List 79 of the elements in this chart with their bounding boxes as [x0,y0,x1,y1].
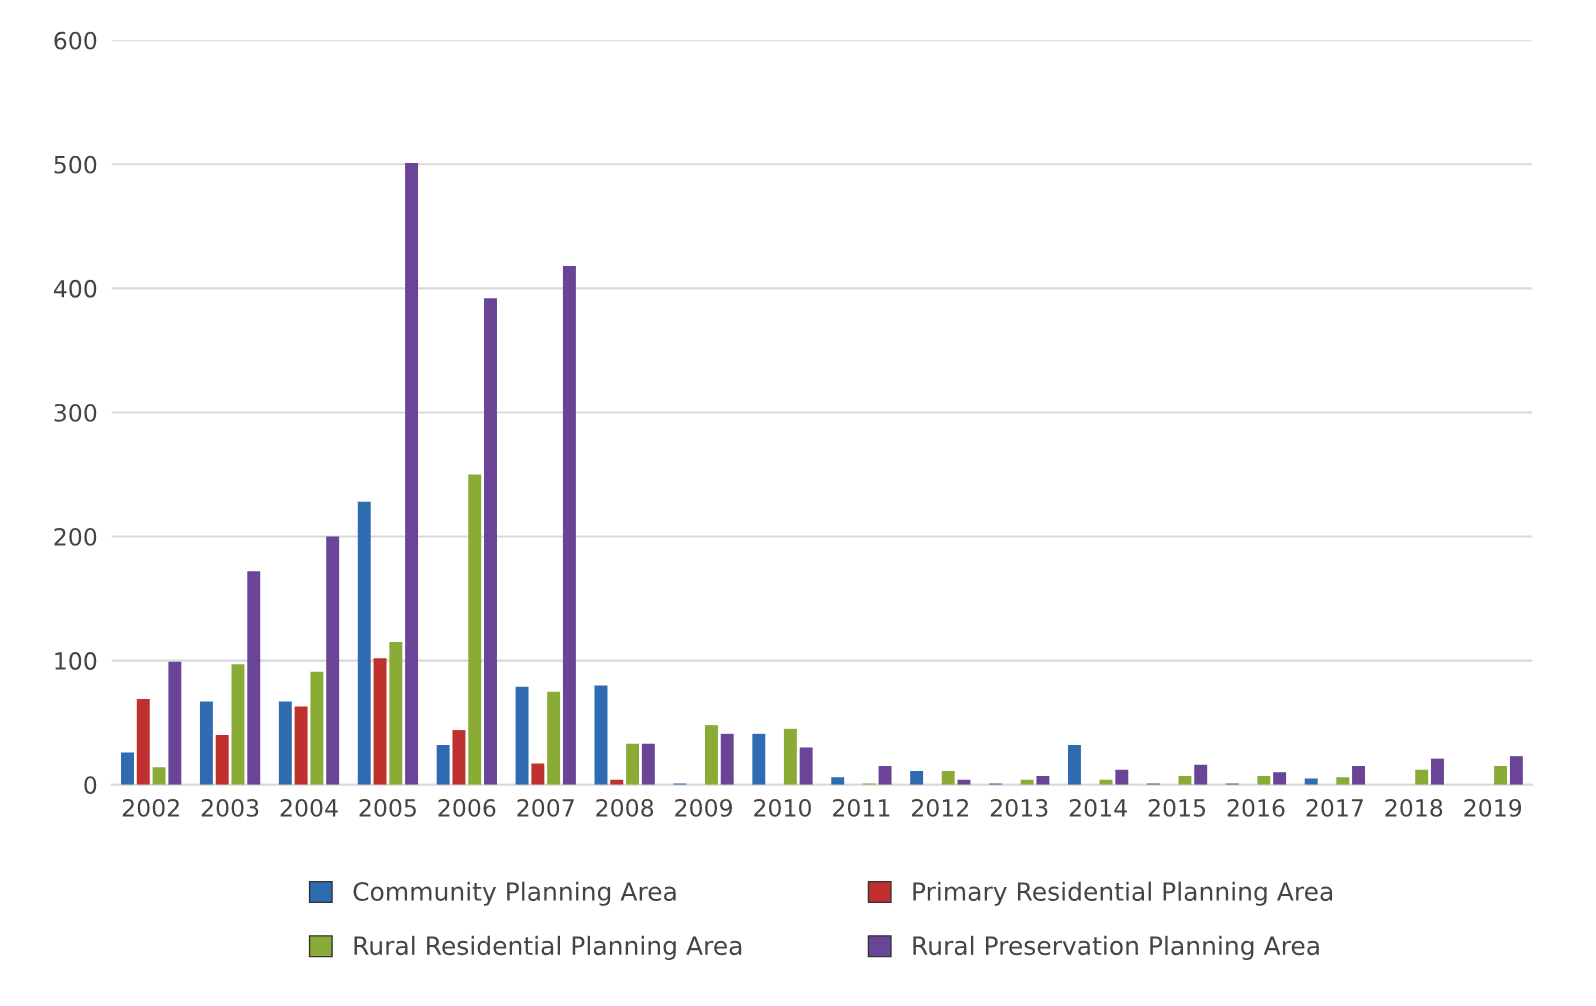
x-tick-label: 2004 [280,798,338,817]
bar [1178,775,1192,785]
x-tick-label: 2005 [359,798,416,817]
y-tick-label: 200 [54,527,97,546]
x-tick-label: 2003 [201,798,259,817]
y-tick-label: 300 [54,403,97,422]
x-tick-label: 2011 [833,798,890,817]
bar [121,752,134,785]
bar [910,771,924,785]
bar [1067,744,1081,785]
legend-label: Rural Preservation Planning Area [913,935,1319,961]
legend-label: Community Planning Area [353,881,676,906]
bar [326,536,340,785]
bar [373,658,387,785]
bar [152,767,166,785]
bar [199,701,213,785]
bar [1494,766,1508,785]
legend-label: Rural Residential Planning Area [354,935,742,961]
bar [1115,769,1129,785]
bar [357,501,371,785]
bar [278,701,292,785]
bar [1352,766,1366,785]
x-tick-label: 2008 [596,798,654,817]
bar [136,699,150,785]
bar [531,763,545,785]
bar [941,771,955,785]
x-tick-label: 2017 [1306,798,1363,817]
bar [247,571,261,785]
bar [831,777,845,785]
bar [1415,769,1429,785]
bar [547,691,561,785]
bar [783,728,797,785]
bar [799,747,813,785]
bar [1257,775,1271,785]
x-tick-label: 2013 [990,798,1048,817]
x-tick-label: 2018 [1385,798,1443,817]
x-tick-label: 2015 [1148,798,1206,817]
bar [468,474,482,785]
x-tick-label: 2009 [675,798,732,817]
x-tick-label: 2016 [1227,798,1285,817]
bar [168,661,182,785]
bar [1304,778,1318,785]
bar [515,686,529,785]
bar [1273,772,1287,785]
bar [878,766,892,785]
bar [405,163,419,785]
y-tick-label: 400 [53,279,97,298]
bar [452,730,466,785]
x-tick-label: 2019 [1464,798,1522,817]
y-tick-label: 600 [54,31,97,50]
bar [1430,758,1444,785]
bar [1336,777,1350,785]
bar [1036,775,1050,785]
x-tick-label: 2002 [122,798,179,817]
bar [215,735,229,785]
bar [641,743,655,785]
x-tick-label: 2006 [438,798,496,817]
x-tick-label: 2012 [912,798,968,817]
bar [562,266,576,785]
bar [720,733,734,785]
x-tick-label: 2007 [517,798,574,817]
bar [752,733,766,785]
bar [231,664,245,785]
bar [704,725,718,785]
bar [484,298,497,785]
bar [436,744,450,785]
bar [1194,764,1208,785]
y-tick-label: 0 [84,776,97,794]
bar [310,671,324,785]
y-tick-label: 100 [55,652,97,670]
bar [389,642,403,785]
x-tick-label: 2010 [754,798,811,817]
bar [294,706,308,785]
bar [1509,756,1523,785]
x-tick-label: 2014 [1069,798,1127,817]
legend-label: Primary Residential Planning Area [913,881,1333,906]
bar [594,685,608,785]
y-tick-label: 500 [54,155,97,174]
bar [626,743,640,785]
